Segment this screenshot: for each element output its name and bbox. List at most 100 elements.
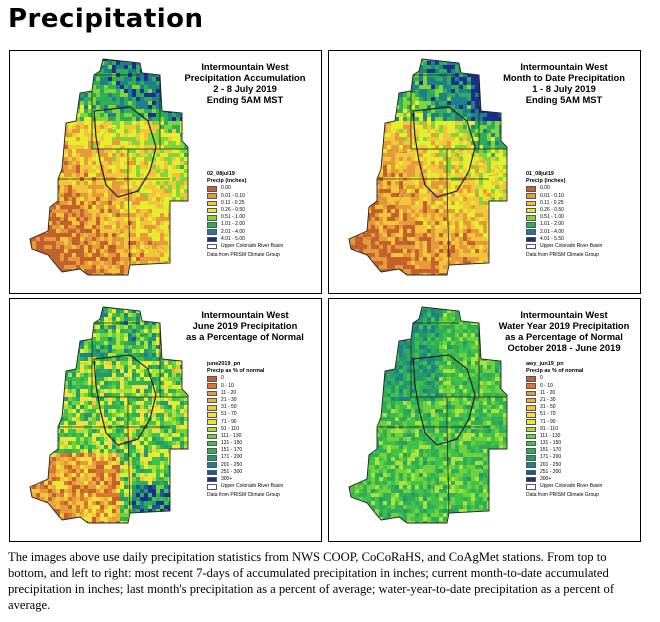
legend-swatch: [526, 200, 536, 207]
legend-label: 0: [540, 375, 543, 382]
legend-item: 1.01 - 2.00: [207, 221, 283, 228]
legend-swatch: [207, 243, 217, 250]
map-title-line: Intermountain West: [201, 309, 289, 320]
map-title-line: June 2019 Precipitation: [192, 320, 298, 331]
legend-item: 0: [207, 375, 283, 382]
legend-heading: Precip (inches): [526, 178, 566, 185]
legend-item: 4.01 - 5.50: [526, 236, 602, 243]
legend-label: 0.00: [221, 185, 231, 192]
legend-label: Upper Colorado River Basin: [221, 483, 284, 490]
legend-item: 131 - 150: [207, 440, 283, 447]
panel-month-to-date: Intermountain West Month to Date Precipit…: [328, 50, 641, 294]
data-source-note: Data from PRISM Climate Group: [526, 492, 599, 499]
legend-label: 171 - 200: [540, 454, 562, 461]
legend-swatch: [526, 207, 536, 214]
legend-item: 111 - 130: [207, 433, 283, 440]
region-map: [29, 306, 189, 524]
legend-label: 11 - 20: [221, 389, 237, 396]
legend-swatch: [526, 433, 536, 440]
legend-heading: Precip as % of normal: [207, 368, 265, 375]
legend-swatch: [526, 236, 536, 243]
map-title-line: Ending 5AM MST: [206, 94, 284, 105]
legend-label: 0.11 - 0.25: [540, 199, 564, 206]
legend-swatch: [526, 469, 536, 476]
legend-heading: Precip as % of normal: [526, 368, 584, 375]
legend-swatch: [207, 412, 217, 418]
legend-label: 2.01 - 4.00: [540, 228, 564, 235]
map-title: Intermountain West June 2019 Precipitatio…: [160, 309, 321, 342]
legend-swatch: [526, 214, 536, 221]
legend-item: 0.26 - 0.50: [207, 207, 283, 214]
legend-label: 0.26 - 0.50: [540, 206, 564, 213]
legend-label: 0 - 10: [221, 382, 234, 389]
map-title-line: Intermountain West: [201, 61, 289, 72]
legend-item: 0.51 - 1.00: [526, 214, 602, 221]
legend-label: 201 - 250: [540, 461, 562, 468]
legend-swatch: [207, 484, 217, 490]
legend-item: 51 - 70: [207, 411, 283, 418]
legend-swatch: [207, 433, 217, 440]
legend-swatch: [526, 440, 536, 447]
legend-item: 91 - 110: [526, 426, 602, 433]
legend-label: Upper Colorado River Basin: [221, 242, 284, 249]
basin-outline: [412, 354, 476, 446]
legend-label: 0 - 10: [540, 382, 553, 389]
legend-swatch: [207, 462, 217, 469]
legend-swatch: [207, 469, 217, 476]
legend-label: 0.51 - 1.00: [540, 214, 564, 221]
legend-item: 201 - 250: [526, 462, 602, 469]
basin-outline: [93, 106, 157, 198]
legend-label: 201 - 250: [221, 461, 243, 468]
legend-label: 0.51 - 1.00: [221, 214, 245, 221]
region-map: [29, 58, 189, 276]
data-source-note: Data from PRISM Climate Group: [526, 252, 599, 259]
legend-item: 300+: [526, 476, 602, 483]
legend-swatch: [526, 448, 536, 454]
legend-basin-item: Upper Colorado River Basin: [526, 243, 602, 250]
legend-label: 300+: [540, 476, 552, 483]
legend-swatch: [526, 193, 536, 199]
legend-label: 91 - 110: [540, 425, 558, 432]
legend-label: 0.00: [540, 185, 550, 192]
legend-item: 4.01 - 5.00: [207, 236, 283, 243]
legend-layer-id: awy_jun19_pn: [526, 361, 564, 367]
legend-label: 51 - 70: [540, 411, 556, 418]
legend-swatch: [207, 200, 217, 207]
legend-item: 21 - 30: [526, 397, 602, 404]
map-title-line: Ending 5AM MST: [525, 94, 603, 105]
legend-swatch: [207, 207, 217, 214]
legend-swatch: [526, 383, 536, 389]
legend-item: 251 - 300: [207, 469, 283, 476]
legend-label: 111 - 130: [540, 432, 561, 439]
map-legend: 01_08jul19 Precip (inches) 0.00 0.01 - 0.10…: [526, 171, 602, 259]
region-map: [348, 306, 508, 524]
legend-item: 91 - 110: [207, 426, 283, 433]
legend-basin-item: Upper Colorado River Basin: [207, 483, 283, 490]
legend-layer-id: june2019_pn: [207, 361, 241, 367]
legend-swatch: [526, 390, 536, 397]
map-title-line: Month to Date Precipitation: [503, 72, 625, 83]
legend-swatch: [526, 412, 536, 418]
legend-layer-id: 01_08jul19: [526, 171, 554, 177]
panel-water-year-percent-normal: Intermountain West Water Year 2019 Precip…: [328, 298, 641, 542]
map-title-line: Water Year 2019 Precipitation: [498, 320, 630, 331]
legend-swatch: [207, 426, 217, 433]
legend-swatch: [526, 186, 536, 192]
legend-swatch: [526, 455, 536, 461]
legend-label: 171 - 200: [221, 454, 243, 461]
legend-swatch: [207, 397, 217, 404]
legend-item: 0 - 10: [207, 383, 283, 390]
legend-item: 300+: [207, 476, 283, 483]
panel-june-percent-normal: Intermountain West June 2019 Precipitatio…: [9, 298, 322, 542]
legend-swatch: [526, 419, 536, 425]
legend-basin-item: Upper Colorado River Basin: [526, 483, 602, 490]
legend-label: 11 - 20: [540, 389, 556, 396]
basin-outline: [93, 354, 157, 446]
legend-label: 51 - 70: [221, 411, 237, 418]
legend-item: 2.01 - 4.00: [526, 229, 602, 236]
legend-swatch: [526, 376, 536, 382]
legend-label: 4.01 - 5.00: [221, 235, 245, 242]
legend-swatch: [207, 448, 217, 454]
legend-swatch: [207, 376, 217, 382]
legend-swatch: [207, 390, 217, 397]
